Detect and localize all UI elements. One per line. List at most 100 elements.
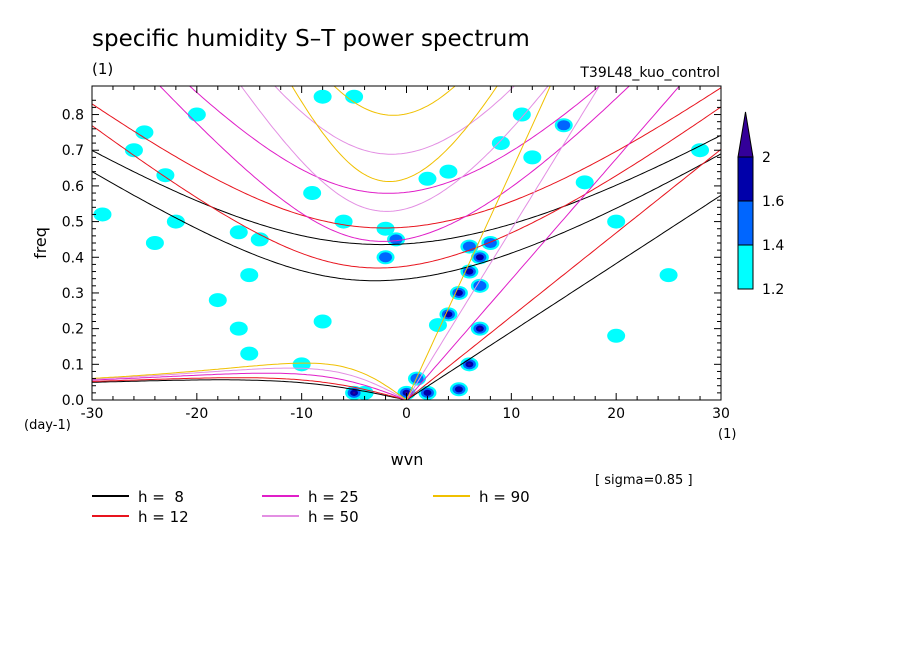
legend-label: h = 8 [138, 488, 184, 506]
x-tick-label: -10 [290, 406, 313, 422]
spectral-feature [418, 171, 437, 186]
dispersion-curve-kel [406, 86, 601, 400]
x-tick-label: 0 [402, 406, 411, 422]
spectral-feature [303, 186, 322, 201]
spectral-feature [250, 232, 269, 247]
x-tick-label: 30 [712, 406, 730, 422]
spectral-feature [187, 107, 206, 122]
colorbar-swatch [737, 244, 754, 290]
y-tick-label: 0.6 [62, 179, 84, 195]
colorbar-cap [737, 111, 754, 158]
chart-subtitle-left: (1) [92, 60, 113, 78]
y-tick-label: 0.7 [62, 143, 84, 159]
spectral-features [93, 89, 710, 400]
spectral-feature [93, 207, 112, 222]
legend-label: h = 90 [479, 488, 530, 506]
y-tick-label: 0.1 [62, 357, 84, 373]
spectral-feature [607, 214, 626, 229]
spectral-feature [345, 89, 364, 104]
x-tick-label: 20 [607, 406, 625, 422]
dispersion-curve-ig1 [291, 86, 498, 182]
legend-label: h = 25 [308, 488, 359, 506]
spectral-feature [428, 318, 447, 333]
spectral-feature [405, 391, 408, 394]
y-tick-label: 0.2 [62, 322, 84, 338]
spectral-feature [229, 225, 248, 240]
spectral-feature [352, 391, 356, 394]
spectral-feature [607, 328, 626, 343]
dispersion-curve-ig2 [92, 87, 721, 229]
spectral-feature [491, 136, 510, 151]
spectral-feature [208, 293, 227, 308]
x-tick-label: 10 [502, 406, 520, 422]
dispersion-curve-er1 [92, 379, 407, 400]
y-tick-label: 0.3 [62, 286, 84, 302]
dispersion-curve-er1 [92, 377, 407, 400]
spectral-feature [124, 143, 143, 158]
spectral-feature [313, 314, 332, 329]
dispersion-curve-ig2 [274, 86, 516, 155]
y-tick-labels: 0.0 0.1 0.2 0.3 0.4 0.5 0.6 0.7 0.8 [62, 108, 84, 409]
spectral-feature [229, 321, 248, 336]
spectral-feature [423, 389, 432, 396]
legend-label: h = 50 [308, 508, 359, 526]
dispersion-curve-ig1 [92, 106, 721, 269]
dispersion-curve-kel [406, 148, 721, 400]
dispersion-curve-er1 [92, 362, 407, 400]
x-axis-unit: (1) [718, 427, 736, 442]
colorbar-label: 2 [762, 150, 771, 166]
dispersion-curve-kel [406, 86, 681, 400]
chart-title: specific humidity S–T power spectrum [92, 26, 530, 52]
dispersion-curve-ig1 [92, 153, 721, 282]
spectral-feature [166, 214, 185, 229]
dispersion-curve-ig2 [333, 86, 456, 116]
spectral-feature [379, 252, 393, 263]
spectral-feature [454, 386, 463, 393]
chart-subtitle-right: T39L48_kuo_control [579, 65, 720, 81]
spectral-feature [292, 357, 311, 372]
dispersion-curve-ig1 [159, 86, 631, 242]
spectral-feature [240, 268, 259, 283]
spectral-feature [465, 268, 474, 275]
spectral-feature [575, 175, 594, 190]
dispersion-curve-ig1 [240, 86, 549, 212]
spectral-feature [454, 289, 463, 297]
spectral-feature [478, 327, 482, 330]
y-tick-label: 0.4 [62, 250, 84, 266]
y-tick-label: 0.5 [62, 215, 84, 231]
spectral-feature [467, 363, 471, 366]
dispersion-curves [92, 86, 721, 400]
y-axis-label: freq [31, 227, 50, 259]
colorbar-swatch [737, 200, 754, 246]
x-axis-label: wvn [391, 450, 424, 469]
spectral-feature [483, 237, 497, 249]
spectral-feature [334, 214, 353, 229]
y-tick-label: 0.0 [62, 393, 84, 409]
spectral-feature [473, 280, 487, 291]
spectral-feature [240, 346, 259, 361]
spectral-feature [439, 164, 458, 179]
spectral-feature [313, 89, 332, 104]
colorbar-label: 1.4 [762, 238, 784, 254]
dispersion-curve-er1 [92, 367, 407, 400]
spectral-feature [135, 125, 154, 140]
legend: h = 8 h = 12 h = 25 h = 50 h = 90 [92, 488, 530, 526]
spectral-feature [523, 150, 542, 165]
spectral-feature [376, 221, 395, 236]
spectral-feature [145, 236, 164, 250]
colorbar-swatch [737, 156, 754, 202]
axis-ticks [91, 86, 722, 401]
colorbar: 2 1.6 1.4 1.2 [737, 111, 784, 298]
plot-frame [91, 85, 722, 401]
dispersion-curve-er1 [92, 372, 407, 400]
y-axis-unit: (day-1) [24, 418, 71, 433]
spectral-feature [156, 168, 175, 183]
y-tick-label: 0.8 [62, 108, 84, 124]
spectral-feature [410, 373, 424, 384]
spectral-feature [475, 254, 484, 261]
spectral-feature [557, 120, 571, 131]
x-tick-label: -20 [185, 406, 208, 422]
spectral-feature [512, 107, 531, 122]
x-tick-labels: -30 -20 -10 0 10 20 30 [81, 406, 730, 422]
